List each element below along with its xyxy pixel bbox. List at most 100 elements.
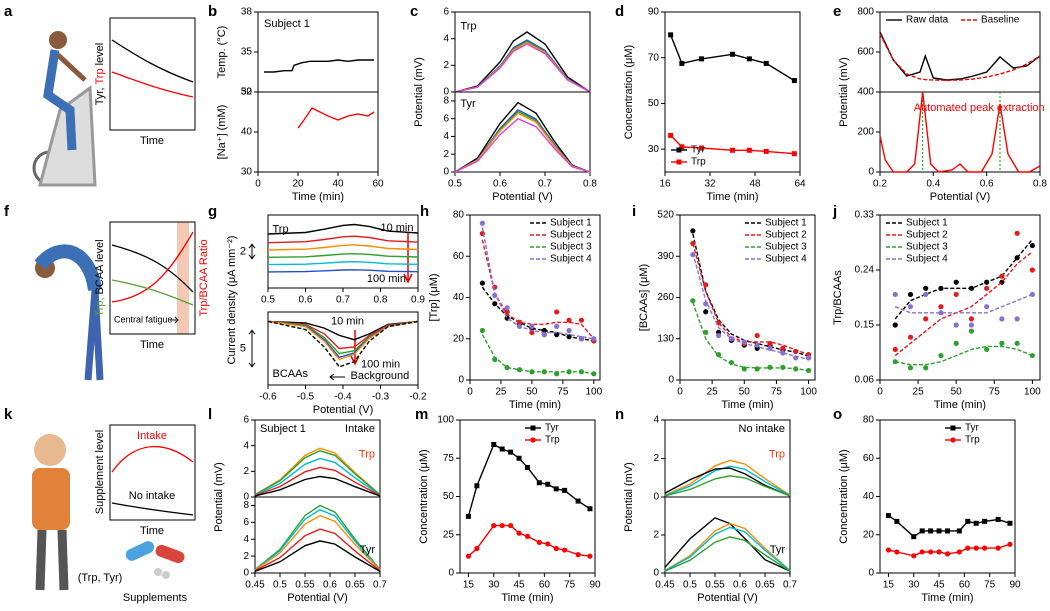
marker — [907, 334, 914, 340]
pills-drawing — [125, 541, 185, 579]
marker — [907, 304, 914, 310]
annotation: Tyr — [460, 98, 476, 110]
x-tick-label: 16 — [659, 179, 671, 190]
scale-bar-label: 5 — [240, 342, 246, 354]
x-axis-label: Time (min) — [921, 592, 973, 604]
x-tick-label: 0.7 — [538, 179, 552, 190]
series-line — [669, 34, 795, 82]
y-axis-label: Concentration (μM) — [418, 449, 430, 543]
x-tick-label: 0.7 — [373, 580, 387, 591]
marker — [982, 518, 988, 524]
marker — [668, 132, 674, 138]
marker — [690, 298, 696, 304]
annotation: Trp — [460, 20, 476, 32]
marker — [763, 60, 769, 66]
y-tick-label: 0 — [668, 375, 674, 386]
x-tick-label: 75 — [989, 387, 1001, 398]
marker — [767, 340, 773, 347]
series-line — [467, 524, 590, 557]
panel-label: g — [208, 203, 217, 220]
annotation: Intake — [345, 423, 375, 435]
marker — [554, 371, 560, 377]
annotation: 10 min — [331, 315, 364, 327]
marker — [754, 342, 760, 348]
series-line — [254, 540, 381, 573]
y-tick-label: 70 — [648, 52, 660, 63]
annotation: 10 min — [380, 222, 413, 234]
marker — [690, 240, 696, 247]
x-tick-label: 15 — [883, 580, 895, 591]
label-part: level — [94, 43, 106, 66]
y-tick-label: 0 — [448, 568, 454, 579]
y-tick-label: 75 — [443, 453, 455, 464]
x-axis-label: Time (min) — [706, 191, 758, 203]
x-axis-label: Time (min) — [292, 191, 344, 203]
marker — [587, 506, 593, 512]
x-tick-label: 32 — [704, 179, 716, 190]
y-tick-label: 2 — [443, 149, 449, 160]
marker — [679, 144, 685, 150]
marker — [754, 332, 760, 339]
marker — [999, 316, 1005, 322]
head — [49, 31, 67, 49]
series-line — [664, 459, 791, 496]
marker — [508, 449, 514, 455]
y-axis-label: Potential (mV) — [623, 462, 635, 532]
marker — [999, 273, 1005, 279]
legend-label: Tyr — [545, 423, 560, 434]
marker — [923, 316, 929, 322]
schematic-curve — [111, 71, 194, 98]
scale-bar — [248, 329, 256, 368]
marker — [545, 481, 551, 487]
series-line — [879, 31, 1041, 81]
marker — [474, 483, 480, 489]
y-tick-label: 0 — [243, 492, 249, 503]
marker — [491, 522, 497, 529]
x-tick-label: -0.4 — [334, 392, 352, 403]
marker — [1029, 291, 1035, 298]
schematic-xlabel: Time — [140, 135, 164, 147]
y-tick-label: 30 — [241, 167, 253, 178]
legend-label: Subject 3 — [765, 242, 807, 253]
marker — [516, 455, 522, 461]
annotation: 100 min — [367, 273, 406, 285]
y-tick-label: 0.33 — [855, 210, 875, 221]
marker — [763, 148, 769, 154]
legend-label: Subject 2 — [550, 230, 592, 241]
x-axis-label: Potential (V) — [287, 592, 348, 604]
marker — [780, 350, 786, 356]
marker — [973, 545, 979, 551]
legend-marker — [950, 437, 956, 443]
series-line — [664, 536, 791, 572]
panel-label: e — [833, 3, 841, 20]
x-tick-label: 60 — [539, 580, 551, 591]
y-tick-label: 800 — [857, 7, 874, 18]
series-line — [454, 39, 591, 93]
marker — [984, 346, 990, 353]
panel-label: d — [615, 3, 624, 20]
marker — [780, 364, 786, 370]
marker — [566, 369, 572, 375]
marker — [499, 522, 505, 529]
x-tick-label: 75 — [564, 580, 576, 591]
marker — [956, 549, 962, 555]
fit-line — [692, 243, 809, 356]
marker — [499, 446, 505, 452]
marker — [953, 291, 959, 298]
series-line — [267, 252, 419, 258]
arm — [56, 53, 87, 82]
marker — [982, 545, 988, 551]
annotation: Trp — [359, 449, 375, 461]
marker — [923, 291, 929, 298]
body — [43, 49, 77, 151]
marker — [965, 545, 971, 551]
fatigue-band — [177, 222, 189, 334]
marker — [938, 310, 944, 316]
marker — [953, 340, 959, 346]
marker — [885, 513, 891, 519]
marker — [754, 366, 760, 372]
schematic-curve — [111, 279, 194, 306]
marker — [575, 498, 581, 504]
series-line — [267, 223, 419, 235]
y-tick-label: 40 — [241, 127, 253, 138]
